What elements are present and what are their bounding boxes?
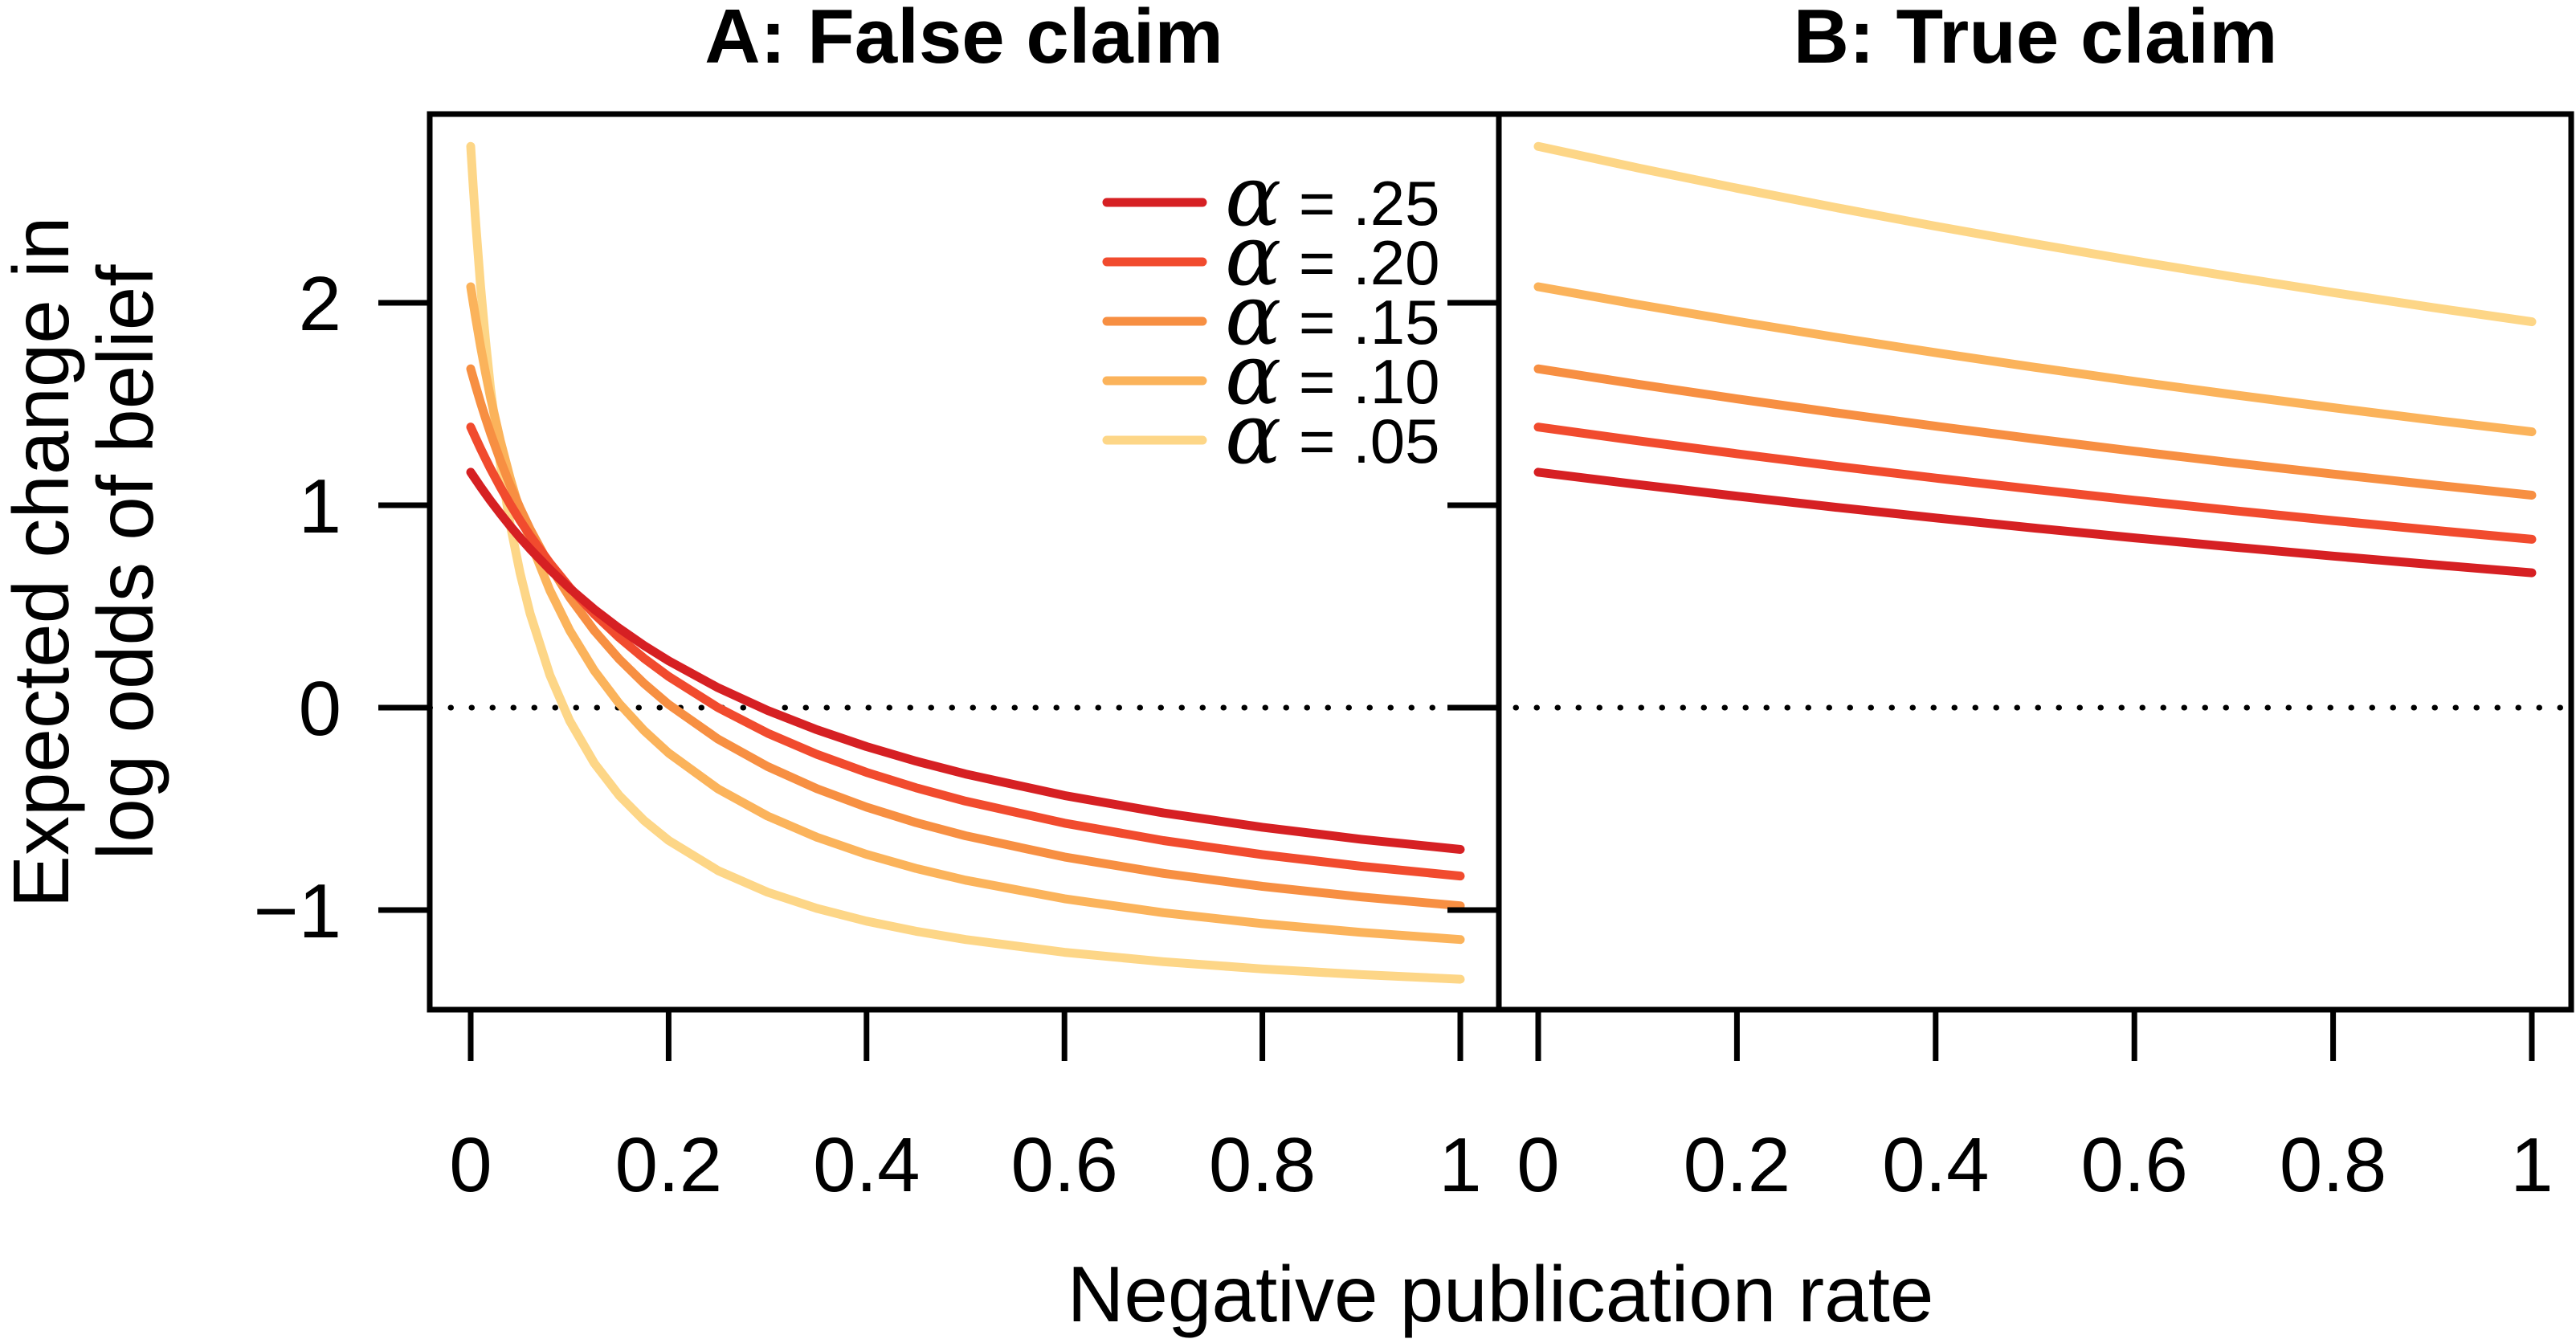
x-tick-label: 0.2	[1684, 1122, 1790, 1208]
x-axis-label: Negative publication rate	[1068, 1250, 1934, 1338]
curve-α = .10	[466, 282, 1465, 945]
curve-α = .20	[466, 422, 1465, 881]
panel-b-curves	[1533, 141, 2537, 578]
panel-a-curves	[466, 141, 1465, 984]
legend-value: = .05	[1281, 406, 1439, 476]
panel-a-title: A: False claim	[704, 0, 1223, 80]
x-tick-label: 1	[1439, 1122, 1481, 1208]
x-tick-label: 0.4	[813, 1122, 920, 1208]
curve-α = .15	[1533, 364, 2537, 500]
legend-label-alpha-05: α = .05	[1225, 385, 1440, 483]
alpha-symbol: α	[1225, 266, 1281, 364]
x-tick-label: 1	[2510, 1122, 2553, 1208]
curve-α = .10	[1533, 282, 2537, 437]
x-tick-label: 0.4	[1882, 1122, 1989, 1208]
legend-value: = .15	[1281, 287, 1439, 357]
y-tick-label: −1	[254, 868, 341, 954]
alpha-symbol: α	[1225, 325, 1281, 423]
x-tick-label: 0.8	[2280, 1122, 2386, 1208]
legend-label-alpha-15: α = .15	[1225, 266, 1440, 364]
curve-α = .25	[466, 467, 1465, 854]
curve-α = .05	[1533, 141, 2537, 327]
curve-α = .20	[1533, 422, 2537, 544]
x-tick-label: 0.6	[1010, 1122, 1117, 1208]
y-tick-label: 2	[299, 261, 341, 347]
y-axis-label-line1: Expected change in	[0, 217, 85, 908]
legend-value: = .10	[1281, 346, 1439, 417]
curve-α = .15	[466, 364, 1465, 911]
x-tick-label: 0	[449, 1122, 492, 1208]
x-tick-label: 0.8	[1209, 1122, 1316, 1208]
panel-b-title: B: True claim	[1794, 0, 2278, 80]
y-tick-label: 0	[299, 666, 341, 752]
x-tick-label: 0.2	[615, 1122, 722, 1208]
y-tick-label: 1	[299, 463, 341, 549]
legend-label-alpha-10: α = .10	[1225, 325, 1440, 423]
y-axis-label-line2: log odds of belief	[81, 264, 169, 860]
axis-ticks	[378, 300, 2535, 1061]
x-tick-label: 0.6	[2080, 1122, 2187, 1208]
curve-α = .05	[466, 141, 1465, 984]
panel-b-box	[1496, 111, 2574, 1013]
curve-α = .25	[1533, 467, 2537, 578]
legend-value: = .25	[1281, 168, 1439, 239]
alpha-symbol: α	[1225, 206, 1281, 304]
legend-value: = .20	[1281, 227, 1439, 298]
alpha-symbol: α	[1225, 385, 1281, 483]
legend-label-alpha-20: α = .20	[1225, 206, 1440, 304]
alpha-symbol: α	[1225, 147, 1281, 245]
legend: α = .25 α = .20 α = .15 α = .10 α = .05	[1102, 147, 1440, 483]
x-tick-label: 0	[1517, 1122, 1559, 1208]
legend-label-alpha-25: α = .25	[1225, 147, 1440, 245]
